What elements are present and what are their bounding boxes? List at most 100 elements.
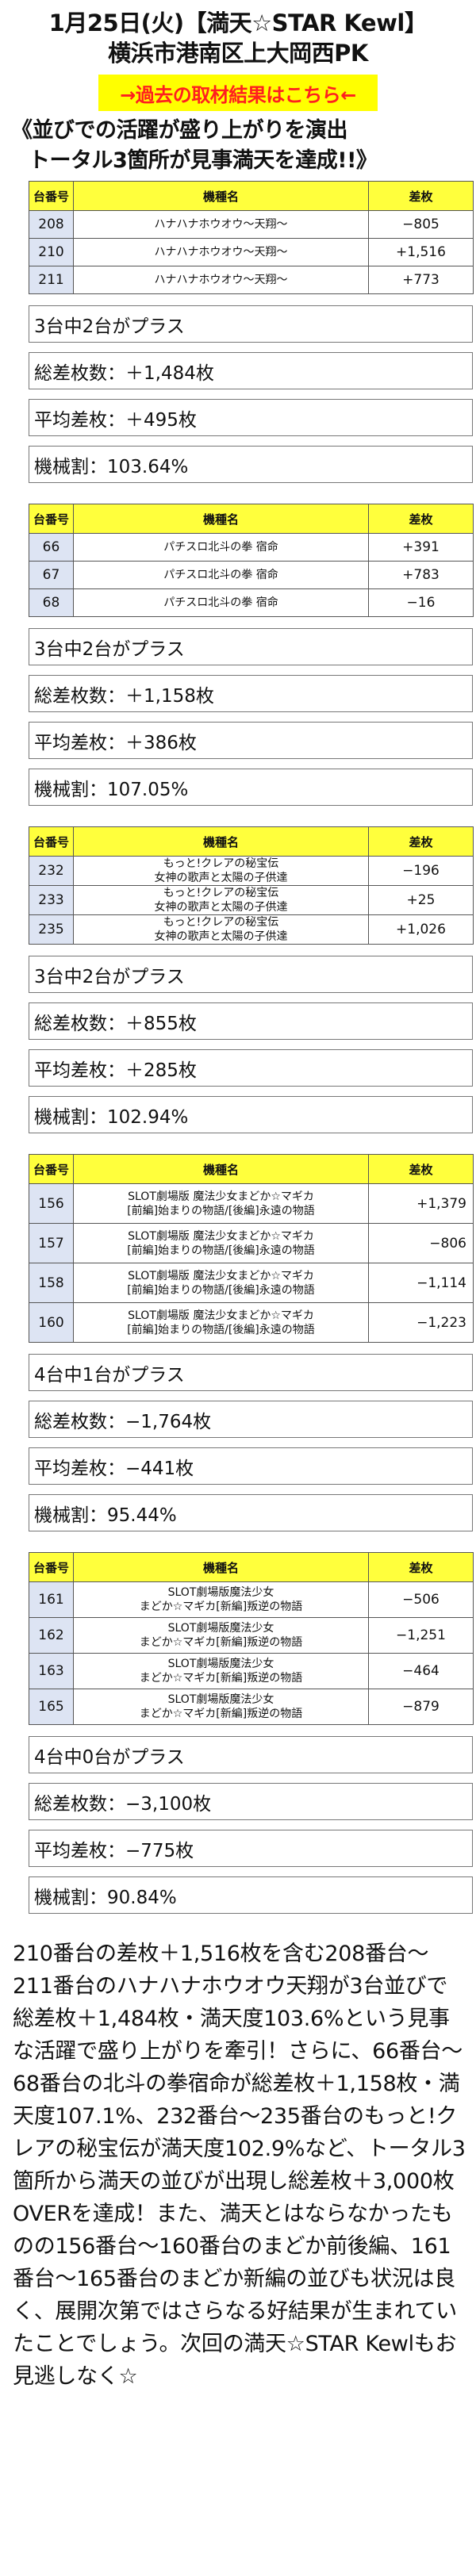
table-row: 163 SLOT劇場版魔法少女 まどか☆マギカ[新編]叛逆の物語 −464 [29, 1653, 474, 1689]
column-header-name: 機種名 [73, 1154, 369, 1184]
machine-number: 210 [29, 238, 74, 266]
machine-number: 67 [29, 561, 74, 589]
plus-count: 3台中2台がプラス [29, 305, 473, 343]
machine-number: 165 [29, 1689, 74, 1725]
machine-name: もっと!クレアの秘宝伝 女神の歌声と太陽の子供達 [73, 885, 369, 915]
column-header-diff: 差枚 [368, 504, 474, 534]
table-row: 161 SLOT劇場版魔法少女 まどか☆マギカ[新編]叛逆の物語 −506 [29, 1581, 474, 1618]
machine-name: SLOT劇場版魔法少女 まどか☆マギカ[新編]叛逆の物語 [73, 1653, 369, 1689]
machine-name-line: [前編]始まりの物語/[後編]永遠の物語 [127, 1204, 315, 1217]
machine-name-line: まどか☆マギカ[新編]叛逆の物語 [139, 1708, 303, 1720]
summary-block: 3台中2台がプラス 総差枚数：＋1,484枚 平均差枚：＋495枚 機械割：103.6… [6, 305, 473, 483]
table-header-row: 台番号 機種名 差枚 [29, 1552, 474, 1582]
column-header-no: 台番号 [29, 181, 74, 211]
table-row: 162 SLOT劇場版魔法少女 まどか☆マギカ[新編]叛逆の物語 −1,251 [29, 1617, 474, 1654]
results-table: 台番号 機種名 差枚 161 SLOT劇場版魔法少女 まどか☆マギカ[新編]叛逆の物語 −5… [29, 1552, 474, 1725]
machine-name-line: 女神の歌声と太陽の子供達 [154, 901, 288, 914]
machine-name-line: SLOT劇場版魔法少女 [167, 1693, 274, 1706]
machine-name: SLOT劇場版 魔法少女まどか☆マギカ [前編]始まりの物語/[後編]永遠の物語 [73, 1183, 369, 1224]
column-header-name: 機種名 [73, 826, 369, 857]
machine-name-line: まどか☆マギカ[新編]叛逆の物語 [139, 1636, 303, 1649]
machine-name: もっと!クレアの秘宝伝 女神の歌声と太陽の子供達 [73, 856, 369, 886]
machine-name-line: SLOT劇場版魔法少女 [167, 1586, 274, 1599]
plus-count: 4台中1台がプラス [29, 1354, 473, 1391]
machine-name: ハナハナホウオウ〜天翔〜 [73, 210, 369, 239]
result-group: 台番号 機種名 差枚 161 SLOT劇場版魔法少女 まどか☆マギカ[新編]叛逆の物語 −5… [6, 1552, 474, 1914]
table-row: 158 SLOT劇場版 魔法少女まどか☆マギカ [前編]始まりの物語/[後編]永遠の… [29, 1263, 474, 1303]
machine-number: 161 [29, 1581, 74, 1618]
machine-name-line: パチスロ北斗の拳 宿命 [163, 596, 278, 609]
machine-name-line: 女神の歌声と太陽の子供達 [154, 930, 288, 943]
table-header-row: 台番号 機種名 差枚 [29, 1154, 474, 1184]
total-difference: 総差枚数：＋1,484枚 [29, 352, 473, 389]
column-header-diff: 差枚 [368, 826, 474, 857]
column-header-name: 機種名 [73, 504, 369, 534]
payout-rate: 機械割：103.64% [29, 446, 473, 483]
total-difference: 総差枚数：−1,764枚 [29, 1401, 473, 1438]
machine-number: 158 [29, 1263, 74, 1303]
column-header-no: 台番号 [29, 504, 74, 534]
machine-name: SLOT劇場版魔法少女まどか☆マギカ[新編]叛逆の物語 [73, 1689, 369, 1725]
machine-name-line: もっと!クレアの秘宝伝 [163, 916, 279, 929]
machine-name: SLOT劇場版 魔法少女まどか☆マギカ [前編]始まりの物語/[後編]永遠の物語 [73, 1223, 369, 1263]
results-table: 台番号 機種名 差枚 232 もっと!クレアの秘宝伝 女神の歌声と太陽の子供達 −196 23… [29, 826, 474, 945]
coin-difference: −879 [368, 1689, 474, 1725]
machine-name-line: ハナハナホウオウ〜天翔〜 [154, 246, 288, 259]
coin-difference: +1,379 [368, 1183, 474, 1224]
result-group: 台番号 機種名 差枚 66 パチスロ北斗の拳 宿命 +391 67 パチスロ北斗の拳 宿命 +7… [6, 504, 474, 806]
average-difference: 平均差枚：−441枚 [29, 1447, 473, 1485]
machine-name: パチスロ北斗の拳 宿命 [73, 588, 369, 617]
machine-name: SLOT劇場版魔法少女 まどか☆マギカ[新編]叛逆の物語 [73, 1617, 369, 1654]
coin-difference: +1,026 [368, 914, 474, 945]
machine-name: SLOT劇場版 魔法少女まどか☆マギカ [前編]始まりの物語/[後編]永遠の物語 [73, 1302, 369, 1343]
past-results-banner[interactable]: →過去の取材結果はこちら← [98, 75, 378, 111]
plus-count: 3台中2台がプラス [29, 956, 473, 993]
coin-difference: −196 [368, 856, 474, 886]
plus-count: 4台中0台がプラス [29, 1736, 473, 1773]
table-row: 235 もっと!クレアの秘宝伝 女神の歌声と太陽の子供達 +1,026 [29, 914, 474, 945]
results-groups: 台番号 機種名 差枚 208 ハナハナホウオウ〜天翔〜 −805 210 ハナハナホウオウ〜天… [6, 181, 474, 1914]
column-header-diff: 差枚 [368, 1552, 474, 1582]
column-header-no: 台番号 [29, 1552, 74, 1582]
machine-name: パチスロ北斗の拳 宿命 [73, 533, 369, 562]
coin-difference: −805 [368, 210, 474, 239]
coin-difference: −506 [368, 1581, 474, 1618]
coin-difference: +25 [368, 885, 474, 915]
machine-number: 156 [29, 1183, 74, 1224]
table-header-row: 台番号 機種名 差枚 [29, 504, 474, 534]
machine-name-line: SLOT劇場版魔法少女 [167, 1622, 274, 1635]
table-row: 208 ハナハナホウオウ〜天翔〜 −805 [29, 210, 474, 239]
average-difference: 平均差枚：＋285枚 [29, 1049, 473, 1087]
coin-difference: −1,223 [368, 1302, 474, 1343]
machine-name: ハナハナホウオウ〜天翔〜 [73, 266, 369, 294]
average-difference: 平均差枚：＋386枚 [29, 722, 473, 759]
machine-name: ハナハナホウオウ〜天翔〜 [73, 238, 369, 266]
machine-name-line: SLOT劇場版 魔法少女まどか☆マギカ [128, 1309, 314, 1322]
table-row: 165 SLOT劇場版魔法少女 まどか☆マギカ[新編]叛逆の物語 −879 [29, 1689, 474, 1725]
machine-name-line: もっと!クレアの秘宝伝 [163, 887, 279, 899]
machine-name: もっと!クレアの秘宝伝 女神の歌声と太陽の子供達 [73, 914, 369, 945]
payout-rate: 機械割：90.84% [29, 1876, 473, 1914]
machine-name: SLOT劇場版魔法少女 まどか☆マギカ[新編]叛逆の物語 [73, 1581, 369, 1618]
headline-line-2: トータル3箇所が見事満天を達成!!》 [29, 148, 378, 173]
payout-rate: 機械割：95.44% [29, 1494, 473, 1531]
machine-name-line: 女神の歌声と太陽の子供達 [154, 872, 288, 884]
results-table: 台番号 機種名 差枚 208 ハナハナホウオウ〜天翔〜 −805 210 ハナハナホウオウ〜天… [29, 181, 474, 294]
result-group: 台番号 機種名 差枚 232 もっと!クレアの秘宝伝 女神の歌声と太陽の子供達 −196 23… [6, 826, 474, 1133]
payout-rate: 機械割：107.05% [29, 769, 473, 806]
coin-difference: −464 [368, 1653, 474, 1689]
machine-number: 68 [29, 588, 74, 617]
coin-difference: +391 [368, 533, 474, 562]
machine-number: 160 [29, 1302, 74, 1343]
store-location: 横浜市港南区上大岡西PK [108, 40, 368, 67]
machine-name-line: [前編]始まりの物語/[後編]永遠の物語 [127, 1283, 315, 1297]
machine-name-line: SLOT劇場版 魔法少女まどか☆マギカ [128, 1190, 314, 1203]
page-title: 1月25日(火)【満天☆STAR Kewl】 [48, 10, 428, 36]
machine-name-line: [前編]始まりの物語/[後編]永遠の物語 [127, 1323, 315, 1336]
machine-name-line: もっと!クレアの秘宝伝 [163, 857, 279, 870]
past-results-link[interactable]: →過去の取材結果はこちら← [120, 83, 356, 106]
table-row: 210 ハナハナホウオウ〜天翔〜 +1,516 [29, 238, 474, 266]
summary-block: 3台中2台がプラス 総差枚数：＋855枚 平均差枚：＋285枚 機械割：102.94% [6, 956, 473, 1133]
result-group: 台番号 機種名 差枚 208 ハナハナホウオウ〜天翔〜 −805 210 ハナハナホウオウ〜天… [6, 181, 474, 483]
